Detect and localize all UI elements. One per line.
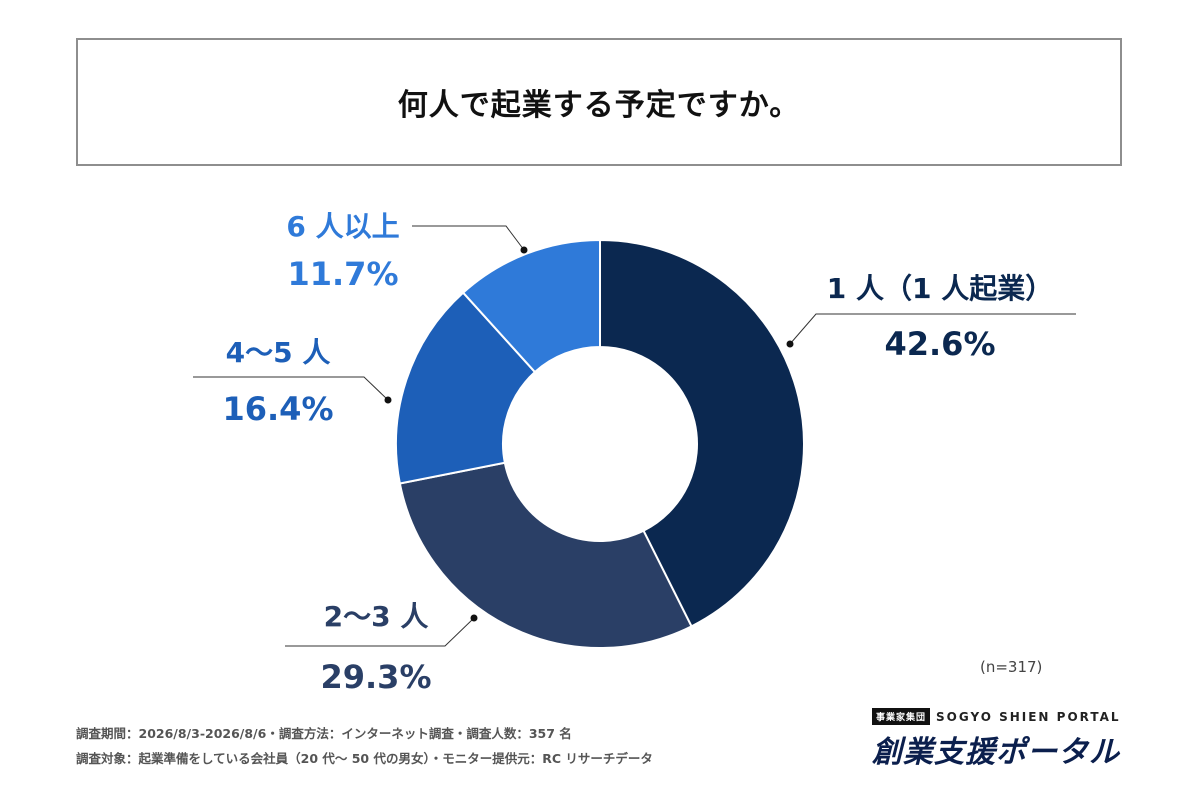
brand-japanese-name: 創業支援ポータル [872,735,1120,770]
slice-label: 4〜5 人 [226,336,331,369]
slice-value-label: 16.4% [222,390,333,428]
slice-value-label: 11.7% [287,255,398,293]
slice-value-label: 42.6% [884,325,995,363]
chart-title: 何人で起業する予定ですか。 [397,88,801,123]
donut-slice [398,461,693,649]
leader-dot [470,614,478,622]
leader-dot [384,396,392,404]
donut-slice [395,291,537,485]
leader-dot [520,246,528,254]
brand-logo: 事業家集団 SOGYO SHIEN PORTAL 創業支援ポータル [872,708,1124,771]
title-box: 何人で起業する予定ですか。 [76,38,1122,166]
sample-size-label: (n=317) [980,658,1043,676]
brand-english-name: SOGYO SHIEN PORTAL [936,709,1121,724]
leader-dot [786,340,794,348]
leader-line [789,313,1076,345]
slice-value-label: 29.3% [320,658,431,696]
slice-label: 6 人以上 [286,210,399,243]
survey-info-line-1: 調査期間：2026/8/3-2026/8/6・調査方法：インターネット調査・調査… [76,726,572,741]
slice-label: 1 人（1 人起業） [827,272,1053,305]
donut-slice [461,238,601,374]
survey-info-line-2: 調査対象：起業準備をしている会社員（20 代〜 50 代の男女）・モニター提供元… [76,751,653,766]
slice-label: 2〜3 人 [324,600,429,633]
leader-line [193,376,389,401]
leader-line [412,225,525,251]
donut-slice [599,238,806,628]
leader-line [285,617,475,647]
brand-group-badge: 事業家集団 [872,708,931,725]
